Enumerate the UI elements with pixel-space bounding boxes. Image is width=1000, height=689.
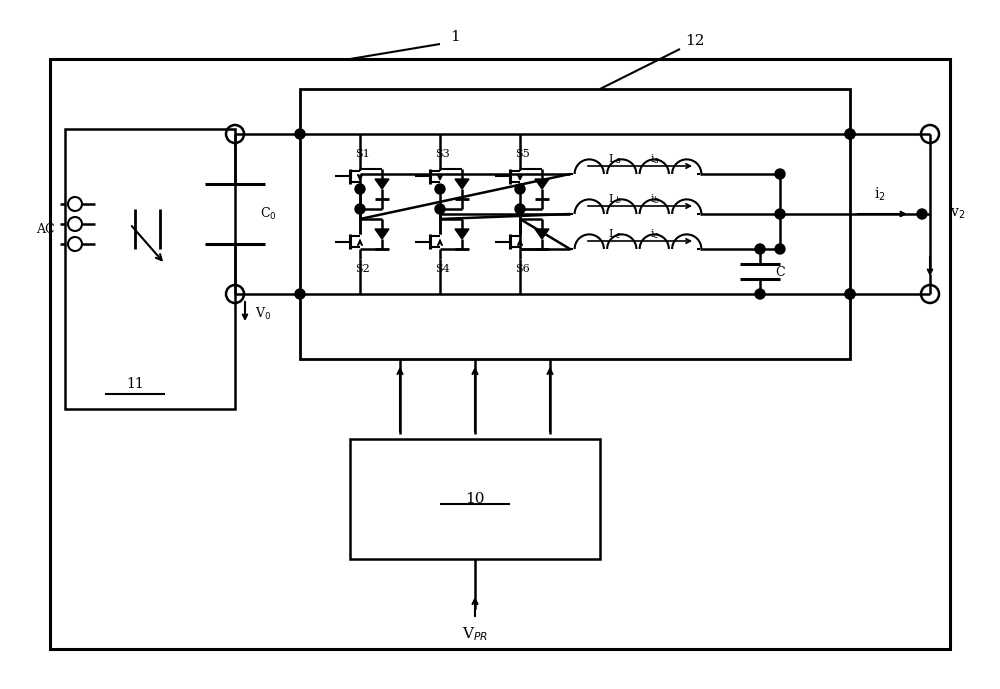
Text: v$_2$: v$_2$ bbox=[950, 207, 965, 221]
Text: S6: S6 bbox=[515, 264, 530, 274]
Text: i$_2$: i$_2$ bbox=[874, 185, 886, 203]
Polygon shape bbox=[455, 229, 469, 239]
Text: i$_b$: i$_b$ bbox=[650, 192, 660, 206]
Circle shape bbox=[917, 209, 927, 219]
Bar bbox=[65, 129, 235, 409]
Circle shape bbox=[845, 129, 855, 139]
Circle shape bbox=[515, 204, 525, 214]
Text: 10: 10 bbox=[465, 492, 485, 506]
Circle shape bbox=[775, 169, 785, 179]
Text: 1: 1 bbox=[450, 30, 460, 44]
Circle shape bbox=[295, 129, 305, 139]
Circle shape bbox=[755, 244, 765, 254]
Text: V$_{PR}$: V$_{PR}$ bbox=[462, 625, 488, 643]
Circle shape bbox=[355, 184, 365, 194]
Text: AC: AC bbox=[36, 223, 54, 236]
Circle shape bbox=[775, 209, 785, 219]
Text: 12: 12 bbox=[685, 34, 705, 48]
Text: L$_b$: L$_b$ bbox=[608, 192, 622, 206]
Circle shape bbox=[295, 289, 305, 299]
Polygon shape bbox=[535, 229, 549, 239]
Text: S5: S5 bbox=[515, 149, 530, 159]
Text: S1: S1 bbox=[355, 149, 370, 159]
Bar bbox=[350, 439, 600, 559]
Text: i$_a$: i$_a$ bbox=[650, 152, 660, 166]
Text: S3: S3 bbox=[435, 149, 450, 159]
Text: i$_c$: i$_c$ bbox=[650, 227, 660, 241]
Text: S2: S2 bbox=[355, 264, 370, 274]
Text: L$_c$: L$_c$ bbox=[608, 227, 622, 241]
Text: V$_0$: V$_0$ bbox=[255, 306, 271, 322]
Polygon shape bbox=[375, 229, 389, 239]
Polygon shape bbox=[455, 179, 469, 189]
Text: C$_0$: C$_0$ bbox=[260, 206, 277, 222]
Polygon shape bbox=[535, 179, 549, 189]
Bar bbox=[50, 59, 950, 649]
Circle shape bbox=[845, 289, 855, 299]
Text: L$_a$: L$_a$ bbox=[608, 152, 622, 166]
Circle shape bbox=[435, 184, 445, 194]
Text: C: C bbox=[775, 265, 785, 278]
Polygon shape bbox=[375, 179, 389, 189]
Text: 11: 11 bbox=[126, 377, 144, 391]
Circle shape bbox=[775, 244, 785, 254]
Circle shape bbox=[515, 184, 525, 194]
Circle shape bbox=[845, 129, 855, 139]
Circle shape bbox=[845, 289, 855, 299]
Circle shape bbox=[755, 289, 765, 299]
Circle shape bbox=[355, 204, 365, 214]
Text: S4: S4 bbox=[435, 264, 450, 274]
Bar bbox=[300, 89, 850, 359]
Circle shape bbox=[435, 204, 445, 214]
